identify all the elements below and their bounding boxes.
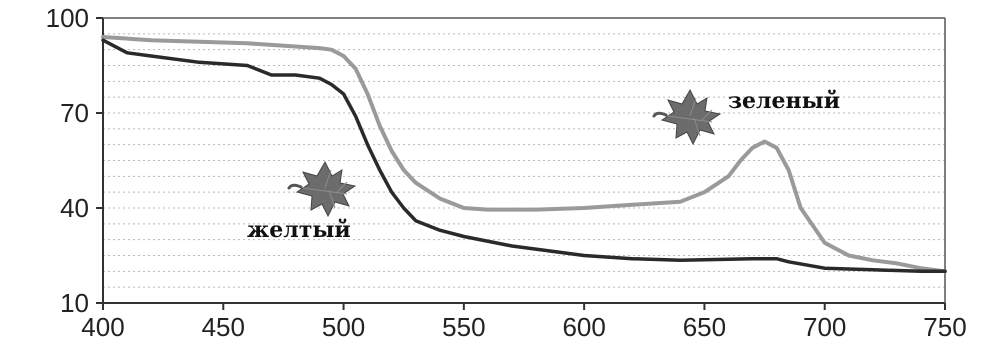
- series-label-yellow: желтый: [247, 217, 351, 243]
- leaf-icon: [287, 160, 357, 218]
- plot-frame: [102, 17, 946, 304]
- x-tick-label: 700: [803, 312, 846, 342]
- x-tick-label: 650: [683, 312, 726, 342]
- series-labels: зеленый желтый: [247, 88, 840, 243]
- y-tick-label: 100: [46, 3, 89, 33]
- x-tick-label: 400: [81, 312, 124, 342]
- x-tick-label: 600: [562, 312, 605, 342]
- y-tick-label: 10: [60, 288, 89, 318]
- x-tick-label: 550: [442, 312, 485, 342]
- x-tick-label: 450: [202, 312, 245, 342]
- series-lines: [101, 35, 947, 274]
- x-tick-label: 500: [322, 312, 365, 342]
- leaf-icon: [652, 88, 722, 146]
- series-line: [101, 38, 947, 274]
- x-tick-label: 750: [923, 312, 966, 342]
- series-label-green: зеленый: [728, 88, 840, 114]
- axis-ticks: 10 40 70 100 400 450 500 550 600 650 700 750: [46, 3, 967, 342]
- y-tick-label: 70: [60, 98, 89, 128]
- y-tick-label: 40: [60, 193, 89, 223]
- series-line: [101, 35, 947, 274]
